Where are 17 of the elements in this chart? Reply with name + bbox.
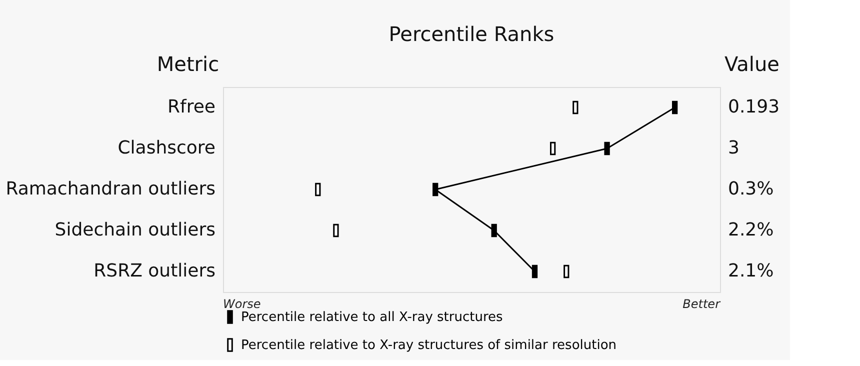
y-tick-label: Rfree <box>168 96 216 118</box>
y-tick-label: Sidechain outliers <box>54 220 216 240</box>
text: 0.193 <box>728 96 780 118</box>
y-tick-label: Ramachandran outliers <box>6 178 216 200</box>
chart-title: Percentile Ranks <box>388 22 554 46</box>
text: 2.2% <box>728 220 774 240</box>
y-tick-label: Clashscore <box>118 138 216 158</box>
legend-label: Percentile relative to X-ray structures of similar resolution <box>241 338 617 353</box>
text: 2.1% <box>728 260 774 282</box>
y-tick-label: RSRZ outliers <box>94 260 216 282</box>
text: 3 <box>728 138 740 158</box>
text: Better <box>682 297 722 311</box>
text: Worse <box>223 297 261 311</box>
text: 0.3% <box>728 178 774 200</box>
text: Metric <box>156 52 220 76</box>
text: Value <box>724 52 780 76</box>
legend-label: Percentile relative to all X-ray structures <box>241 310 504 325</box>
